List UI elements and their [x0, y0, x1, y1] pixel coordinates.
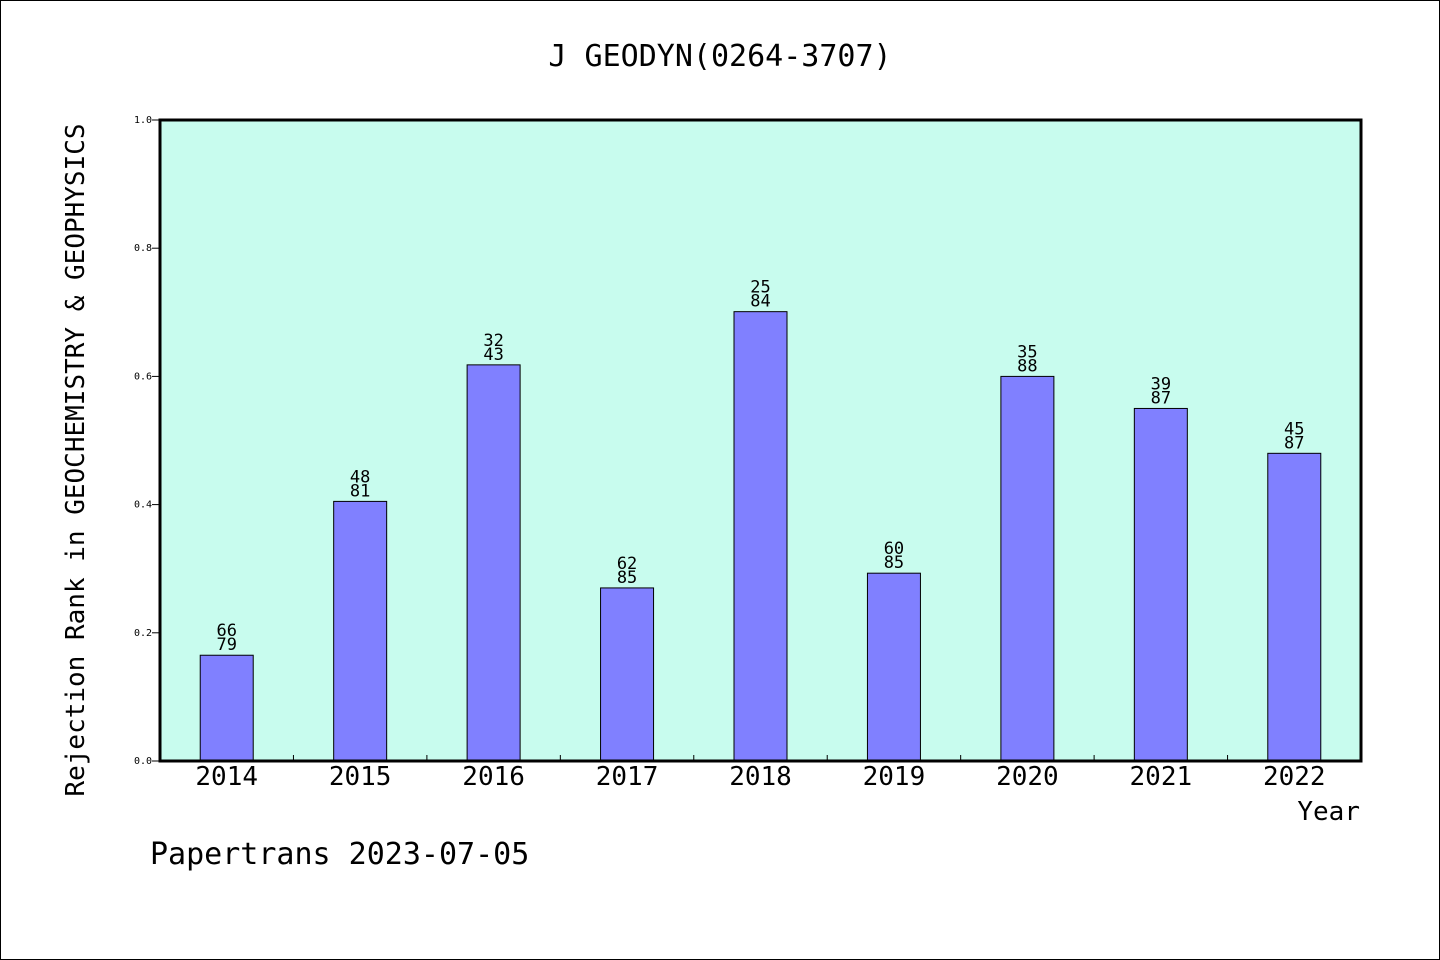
bar-label-top: 62: [617, 554, 637, 574]
bar-2021: [1133, 407, 1188, 762]
bar-label-top: 66: [216, 621, 236, 641]
chart-title: J GEODYN(0264-3707): [548, 39, 891, 74]
y-tick-label: 0.8: [134, 243, 152, 254]
footer-text: Papertrans 2023-07-05: [150, 837, 529, 872]
x-tick-labels: 2014 2015 2016 2017 2018 2019 2020 2021 2022: [195, 762, 1325, 792]
bar-label-top: 32: [483, 331, 503, 351]
bar-label-top: 35: [1017, 342, 1037, 362]
bar-2022: [1267, 452, 1322, 762]
bar-2015: [333, 500, 388, 762]
bar-label-bottom: 85: [884, 553, 904, 573]
bar-2014: [199, 654, 254, 762]
bar-label-top: 60: [884, 539, 904, 559]
bar-label-bottom: 87: [1151, 388, 1171, 408]
y-tick-label: 0.2: [134, 628, 152, 639]
x-tick-label: 2016: [462, 762, 525, 792]
x-tick-label: 2014: [195, 762, 258, 792]
bar-label-top: 25: [750, 278, 770, 298]
bar-label-bottom: 84: [750, 292, 770, 312]
x-tick-label: 2017: [596, 762, 659, 792]
bar-2016: [466, 364, 521, 762]
x-tick-label: 2018: [729, 762, 792, 792]
x-tick-label: 2022: [1263, 762, 1326, 792]
y-axis: 0.0 0.2 0.4 0.6 0.8 1.0: [134, 115, 160, 767]
y-tick-label: 1.0: [134, 115, 152, 126]
x-tick-label: 2019: [863, 762, 926, 792]
bar-label-bottom: 43: [483, 345, 503, 365]
bar-label-bottom: 88: [1017, 356, 1037, 376]
bar-label-top: 48: [350, 467, 370, 487]
y-tick-label: 0.4: [134, 500, 152, 511]
bar-label-top: 45: [1284, 419, 1304, 439]
bar-label-bottom: 85: [617, 568, 637, 588]
bar-label-bottom: 81: [350, 481, 370, 501]
bar-2018: [733, 311, 788, 762]
x-tick-label: 2021: [1130, 762, 1193, 792]
bar-label-bottom: 87: [1284, 433, 1304, 453]
plot-border: [158, 118, 1363, 763]
x-axis-label: Year: [1297, 797, 1360, 827]
x-tick-label: 2020: [996, 762, 1059, 792]
y-tick-label: 0.6: [134, 371, 152, 382]
bar-label-top: 39: [1151, 374, 1171, 394]
bar-2017: [600, 587, 655, 762]
bar-2020: [1000, 375, 1055, 762]
bar-2019: [866, 572, 921, 762]
x-tick-label: 2015: [329, 762, 392, 792]
y-axis-label: Rejection Rank in GEOCHEMISTRY & GEOPHYS…: [61, 123, 91, 796]
y-tick-label: 0.0: [134, 756, 152, 767]
bar-label-bottom: 79: [216, 635, 236, 655]
bars-group: [199, 311, 1322, 762]
